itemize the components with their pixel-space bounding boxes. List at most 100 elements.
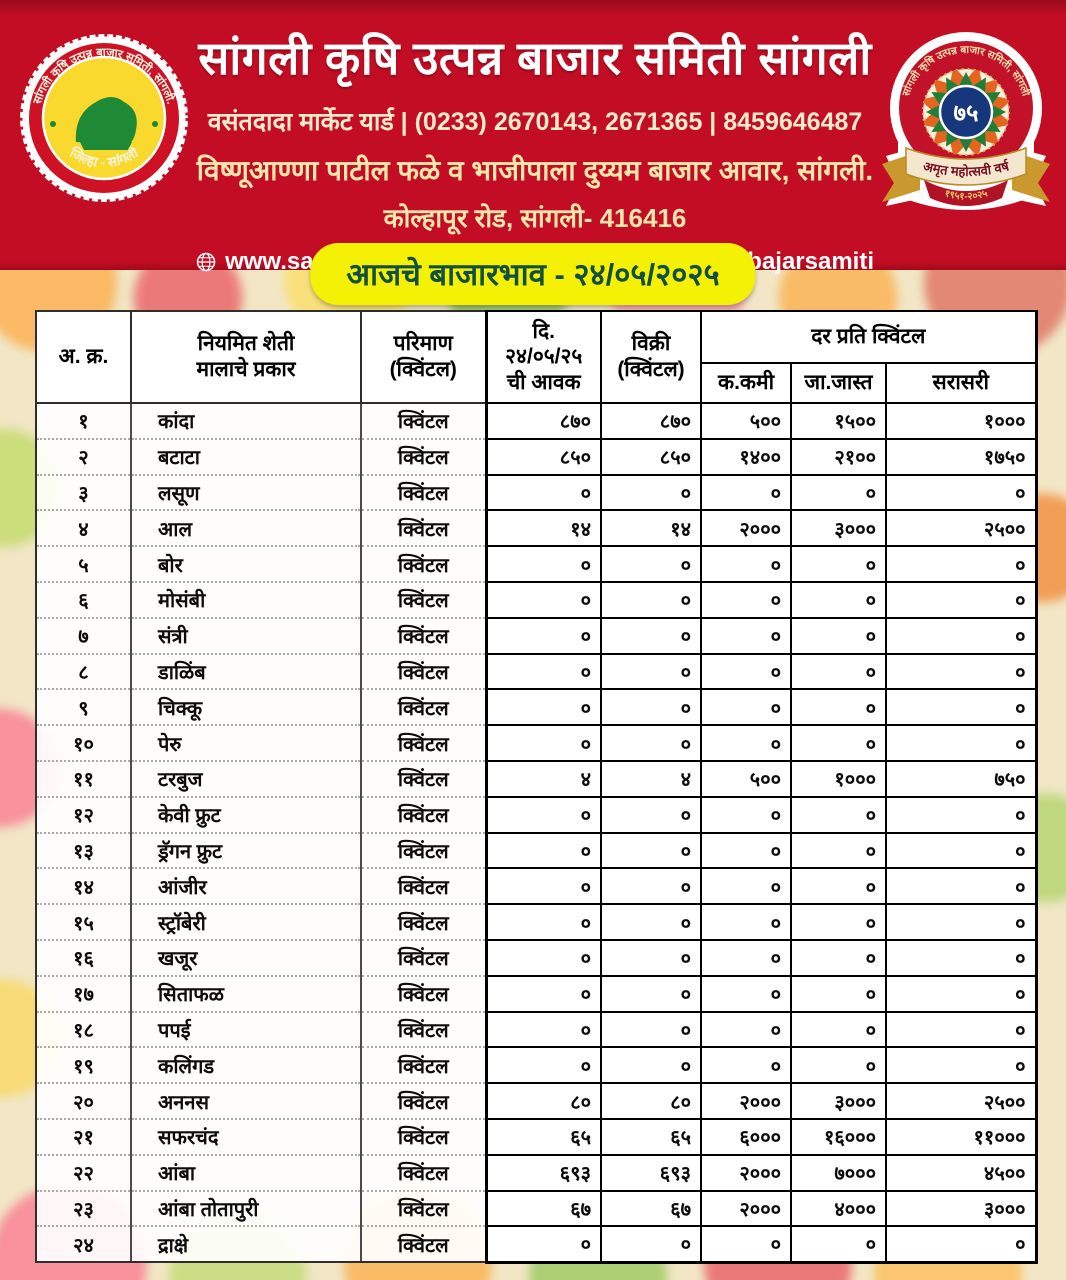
cell-arrival: ० — [484, 616, 602, 655]
table-row: ३ लसूण क्विंटल ० ० ० ० ० — [35, 473, 1038, 512]
cell-sale: ६७ — [600, 1189, 702, 1228]
cell-commodity: बटाटा — [131, 438, 362, 476]
cell-commodity: मोसंबी — [131, 581, 362, 619]
table-row: १५ स्ट्रॉबेरी क्विंटल ० ० ० ० ० — [35, 903, 1038, 941]
cell-rate-min: २००० — [700, 509, 792, 548]
cell-serial: १७ — [35, 975, 132, 1013]
rates-table-header: अ. क्र. नियमित शेती मालाचे प्रकार परिमाण… — [35, 310, 1038, 404]
cell-arrival: ० — [484, 1225, 602, 1264]
cell-rate-min: ६००० — [700, 1117, 792, 1156]
cell-rate-avg: ० — [884, 652, 1038, 691]
cell-sale: ८० — [600, 1082, 702, 1120]
cell-sale: ४ — [600, 759, 702, 798]
header-arrival: दि. २४/०५/२५ ची आवक — [484, 310, 602, 404]
cell-sale: ० — [600, 1225, 702, 1264]
table-row: २१ सफरचंद क्विंटल ६५ ६५ ६००० १६००० ११००० — [35, 1117, 1038, 1156]
cell-unit: क्विंटल — [361, 546, 486, 583]
cell-commodity: चिक्कू — [131, 689, 362, 727]
seal-farm-art — [75, 97, 137, 150]
rates-table: अ. क्र. नियमित शेती मालाचे प्रकार परिमाण… — [35, 310, 1038, 1264]
table-row: २३ आंबा तोतापुरी क्विंटल ६७ ६७ २००० ४००० ३००० — [35, 1189, 1038, 1228]
cell-serial: ४ — [35, 510, 132, 548]
cell-unit: क्विंटल — [361, 689, 486, 727]
cell-rate-min: ० — [700, 795, 792, 834]
cell-serial: २१ — [35, 1118, 132, 1156]
cell-arrival: ० — [484, 1046, 602, 1085]
cell-rate-max: १५०० — [790, 402, 887, 440]
cell-arrival: ८० — [484, 1082, 602, 1120]
cell-unit: क्विंटल — [361, 438, 486, 476]
cell-arrival: ० — [484, 724, 602, 762]
cell-rate-max: ० — [790, 831, 887, 870]
cell-sale: ० — [600, 1046, 702, 1085]
cell-rate-max: ४००० — [790, 1189, 887, 1228]
cell-rate-avg: ० — [884, 938, 1038, 977]
cell-commodity: आंबा तोतापुरी — [131, 1190, 362, 1228]
globe-icon — [196, 252, 216, 272]
cell-serial: १३ — [35, 832, 132, 870]
cell-commodity: ड्रॅगन फ्रुट — [131, 832, 362, 870]
cell-rate-max: ० — [790, 473, 887, 512]
table-row: २ बटाटा क्विंटल ८५० ८५० १४०० २१०० १७५० — [35, 437, 1038, 476]
cell-sale: ० — [600, 473, 702, 512]
header-rate-avg: सरासरी — [884, 362, 1038, 404]
cell-rate-max: ० — [790, 616, 887, 655]
table-row: ५ बोर क्विंटल ० ० ० ० ० — [35, 545, 1038, 583]
cell-serial: १४ — [35, 868, 132, 906]
cell-unit: क्विंटल — [361, 474, 486, 512]
cell-rate-max: ० — [790, 974, 887, 1013]
cell-serial: १८ — [35, 1011, 132, 1049]
cell-rate-min: ५०० — [700, 402, 792, 440]
table-row: १४ आंजीर क्विंटल ० ० ० ० ० — [35, 867, 1038, 906]
table-row: ७ संत्री क्विंटल ० ० ० ० ० — [35, 616, 1038, 655]
cell-rate-avg: ७५० — [884, 759, 1038, 798]
cell-rate-avg: ० — [884, 831, 1038, 870]
cell-unit: क्विंटल — [361, 760, 486, 798]
badge-ribbon-text: अमृत महोत्सवी वर्ष — [922, 158, 1012, 179]
table-row: १ कांदा क्विंटल ८७० ८७० ५०० १५०० १००० — [35, 402, 1038, 440]
cell-arrival: ० — [484, 545, 602, 583]
cell-arrival: ० — [484, 938, 602, 977]
cell-rate-max: ० — [790, 1010, 887, 1049]
table-row: ९ चिक्कू क्विंटल ० ० ० ० ० — [35, 688, 1038, 727]
cell-rate-min: ० — [700, 831, 792, 870]
cell-sale: ० — [600, 867, 702, 906]
cell-sale: ० — [600, 795, 702, 834]
contact-line: वसंतदादा मार्केट यार्ड | (0233) 2670143,… — [207, 108, 863, 136]
cell-serial: २ — [35, 438, 132, 476]
apmc-seal-logo: सांगली कृषि उत्पन्न बाजार समिती, सांगली.… — [16, 30, 192, 206]
cell-serial: ६ — [35, 581, 132, 619]
table-row: ४ आल क्विंटल १४ १४ २००० ३००० २५०० — [35, 509, 1038, 548]
cell-commodity: लसूण — [131, 474, 362, 512]
cell-sale: ० — [600, 831, 702, 870]
cell-rate-max: ३००० — [790, 1082, 887, 1120]
cell-rate-avg: ० — [884, 473, 1038, 512]
cell-unit: क्विंटल — [361, 939, 486, 977]
cell-unit: क्विंटल — [361, 1011, 486, 1049]
cell-rate-avg: ० — [884, 688, 1038, 727]
cell-arrival: ६५ — [484, 1117, 602, 1156]
cell-commodity: बोर — [131, 546, 362, 583]
table-row: ११ टरबुज क्विंटल ४ ४ ५०० १००० ७५० — [35, 759, 1038, 798]
cell-rate-max: १६००० — [790, 1117, 887, 1156]
cell-commodity: पपई — [131, 1011, 362, 1049]
cell-rate-avg: ० — [884, 1046, 1038, 1085]
cell-sale: ० — [600, 974, 702, 1013]
cell-rate-max: ० — [790, 652, 887, 691]
cell-arrival: ० — [484, 795, 602, 834]
cell-rate-avg: ० — [884, 903, 1038, 941]
cell-rate-min: ० — [700, 724, 792, 762]
cell-serial: २३ — [35, 1190, 132, 1228]
cell-rate-avg: ० — [884, 1010, 1038, 1049]
date-banner: आजचे बाजारभाव - २४/०५/२०२५ — [310, 243, 756, 305]
cell-rate-avg: २५०० — [884, 1082, 1038, 1120]
cell-unit: क्विंटल — [361, 1047, 486, 1085]
cell-arrival: ० — [484, 1010, 602, 1049]
badge-emblem-icon: सांगली कृषि उत्पन्न बाजार समिती, सांगली … — [882, 32, 1050, 210]
header-text-block: सांगली कृषि उत्पन्न बाजार समिती सांगली व… — [196, 26, 874, 276]
cell-commodity: संत्री — [131, 617, 362, 655]
cell-commodity: खजूर — [131, 939, 362, 977]
cell-serial: ७ — [35, 617, 132, 655]
cell-rate-max: २१०० — [790, 437, 887, 476]
cell-commodity: सफरचंद — [131, 1118, 362, 1156]
